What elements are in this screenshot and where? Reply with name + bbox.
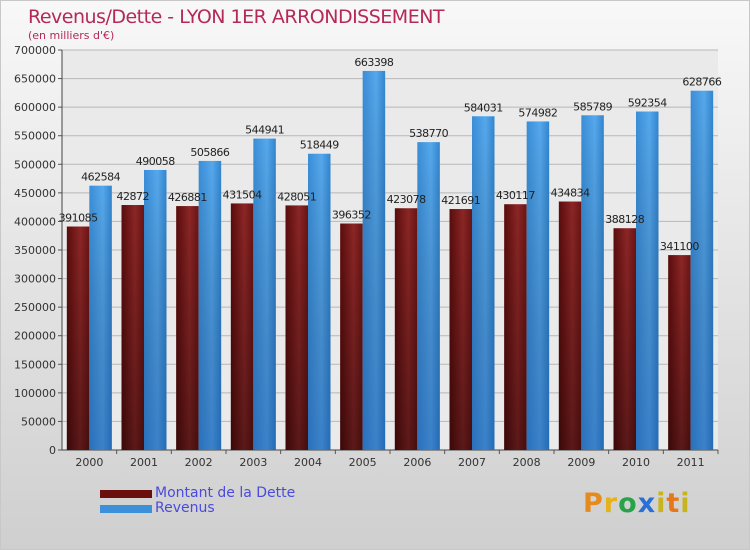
x-tick-label: 2010 bbox=[622, 456, 650, 469]
data-label-revenus: 592354 bbox=[628, 97, 667, 110]
bar-dette-shade bbox=[394, 208, 418, 450]
data-label-revenus: 585789 bbox=[573, 100, 612, 113]
bar-revenus-shade bbox=[690, 90, 714, 450]
x-tick-label: 2008 bbox=[513, 456, 541, 469]
chart-subtitle: (en milliers d'€) bbox=[28, 29, 115, 42]
y-tick-label: 400000 bbox=[14, 215, 56, 228]
x-tick-label: 2001 bbox=[130, 456, 158, 469]
bar-revenus-shade bbox=[253, 138, 276, 450]
data-label-dette: 430117 bbox=[496, 189, 535, 202]
bar-dette-shade bbox=[66, 226, 90, 450]
chart-title: Revenus/Dette - LYON 1ER ARRONDISSEMENT bbox=[28, 6, 445, 28]
bar-revenus-shade bbox=[144, 169, 167, 450]
data-label-dette: 341100 bbox=[660, 240, 699, 253]
proxiti-logo: Proxiti bbox=[583, 488, 691, 519]
bar-dette-shade bbox=[230, 203, 254, 450]
x-tick-label: 2002 bbox=[185, 456, 213, 469]
bar-dette-shade bbox=[668, 255, 691, 450]
data-label-revenus: 490058 bbox=[136, 155, 175, 168]
y-tick-label: 500000 bbox=[14, 158, 56, 171]
data-label-dette: 431504 bbox=[223, 188, 262, 201]
x-tick-label: 2004 bbox=[294, 456, 322, 469]
x-tick-label: 2009 bbox=[567, 456, 595, 469]
y-tick-label: 700000 bbox=[14, 44, 56, 57]
bar-revenus-shade bbox=[308, 153, 331, 451]
bar-dette-shade bbox=[613, 228, 636, 450]
legend-label-revenus: Revenus bbox=[155, 500, 215, 516]
data-label-dette: 434834 bbox=[551, 187, 590, 200]
bar-revenus-shade bbox=[198, 160, 222, 450]
y-tick-label: 650000 bbox=[14, 73, 56, 86]
data-label-revenus: 628766 bbox=[682, 76, 721, 89]
data-label-revenus: 462584 bbox=[81, 171, 120, 184]
data-label-dette: 391085 bbox=[59, 212, 98, 225]
bar-revenus-shade bbox=[581, 115, 604, 450]
data-label-dette: 428051 bbox=[277, 190, 316, 203]
data-label-dette: 42872 bbox=[117, 190, 150, 203]
data-label-dette: 388128 bbox=[605, 213, 644, 226]
data-label-revenus: 584031 bbox=[464, 101, 503, 114]
y-tick-label: 350000 bbox=[14, 244, 56, 257]
data-label-revenus: 544941 bbox=[245, 124, 284, 137]
bar-dette-shade bbox=[340, 223, 363, 450]
y-tick-label: 450000 bbox=[14, 187, 56, 200]
y-tick-label: 100000 bbox=[14, 387, 56, 400]
bar-dette-shade bbox=[285, 205, 308, 450]
y-tick-label: 300000 bbox=[14, 273, 56, 286]
bar-dette-shade bbox=[449, 209, 472, 450]
bar-revenus-shade bbox=[526, 121, 550, 451]
y-tick-label: 550000 bbox=[14, 130, 56, 143]
x-tick-label: 2005 bbox=[349, 456, 377, 469]
data-label-revenus: 518449 bbox=[300, 139, 339, 152]
data-label-revenus: 663398 bbox=[354, 56, 393, 69]
legend-swatch-dette bbox=[100, 490, 152, 498]
data-label-revenus: 538770 bbox=[409, 127, 448, 140]
legend-label-dette: Montant de la Dette bbox=[155, 485, 296, 501]
bar-dette-shade bbox=[121, 205, 144, 450]
data-label-dette: 421691 bbox=[441, 194, 480, 207]
bar-dette-shade bbox=[558, 201, 582, 450]
bar-revenus-shade bbox=[362, 70, 386, 450]
y-tick-label: 50000 bbox=[21, 415, 56, 428]
data-label-dette: 426881 bbox=[168, 191, 207, 204]
bar-revenus-shade bbox=[89, 185, 112, 450]
data-label-revenus: 505866 bbox=[190, 146, 229, 159]
data-label-revenus: 574982 bbox=[518, 106, 557, 119]
x-tick-label: 2007 bbox=[458, 456, 486, 469]
data-label-dette: 423078 bbox=[387, 193, 426, 206]
y-tick-label: 200000 bbox=[14, 330, 56, 343]
bar-revenus-shade bbox=[472, 116, 495, 450]
data-label-dette: 396352 bbox=[332, 209, 371, 222]
x-tick-label: 2000 bbox=[75, 456, 103, 469]
bar-revenus-shade bbox=[636, 111, 659, 451]
x-tick-label: 2011 bbox=[677, 456, 705, 469]
bar-dette-shade bbox=[176, 206, 199, 450]
x-tick-label: 2003 bbox=[239, 456, 267, 469]
legend-swatch-revenus bbox=[100, 505, 152, 513]
x-tick-label: 2006 bbox=[403, 456, 431, 469]
y-tick-label: 250000 bbox=[14, 301, 56, 314]
y-tick-label: 0 bbox=[49, 444, 56, 457]
y-tick-label: 600000 bbox=[14, 101, 56, 114]
y-tick-label: 150000 bbox=[14, 358, 56, 371]
bar-revenus-shade bbox=[417, 142, 440, 451]
bar-dette-shade bbox=[504, 204, 527, 450]
